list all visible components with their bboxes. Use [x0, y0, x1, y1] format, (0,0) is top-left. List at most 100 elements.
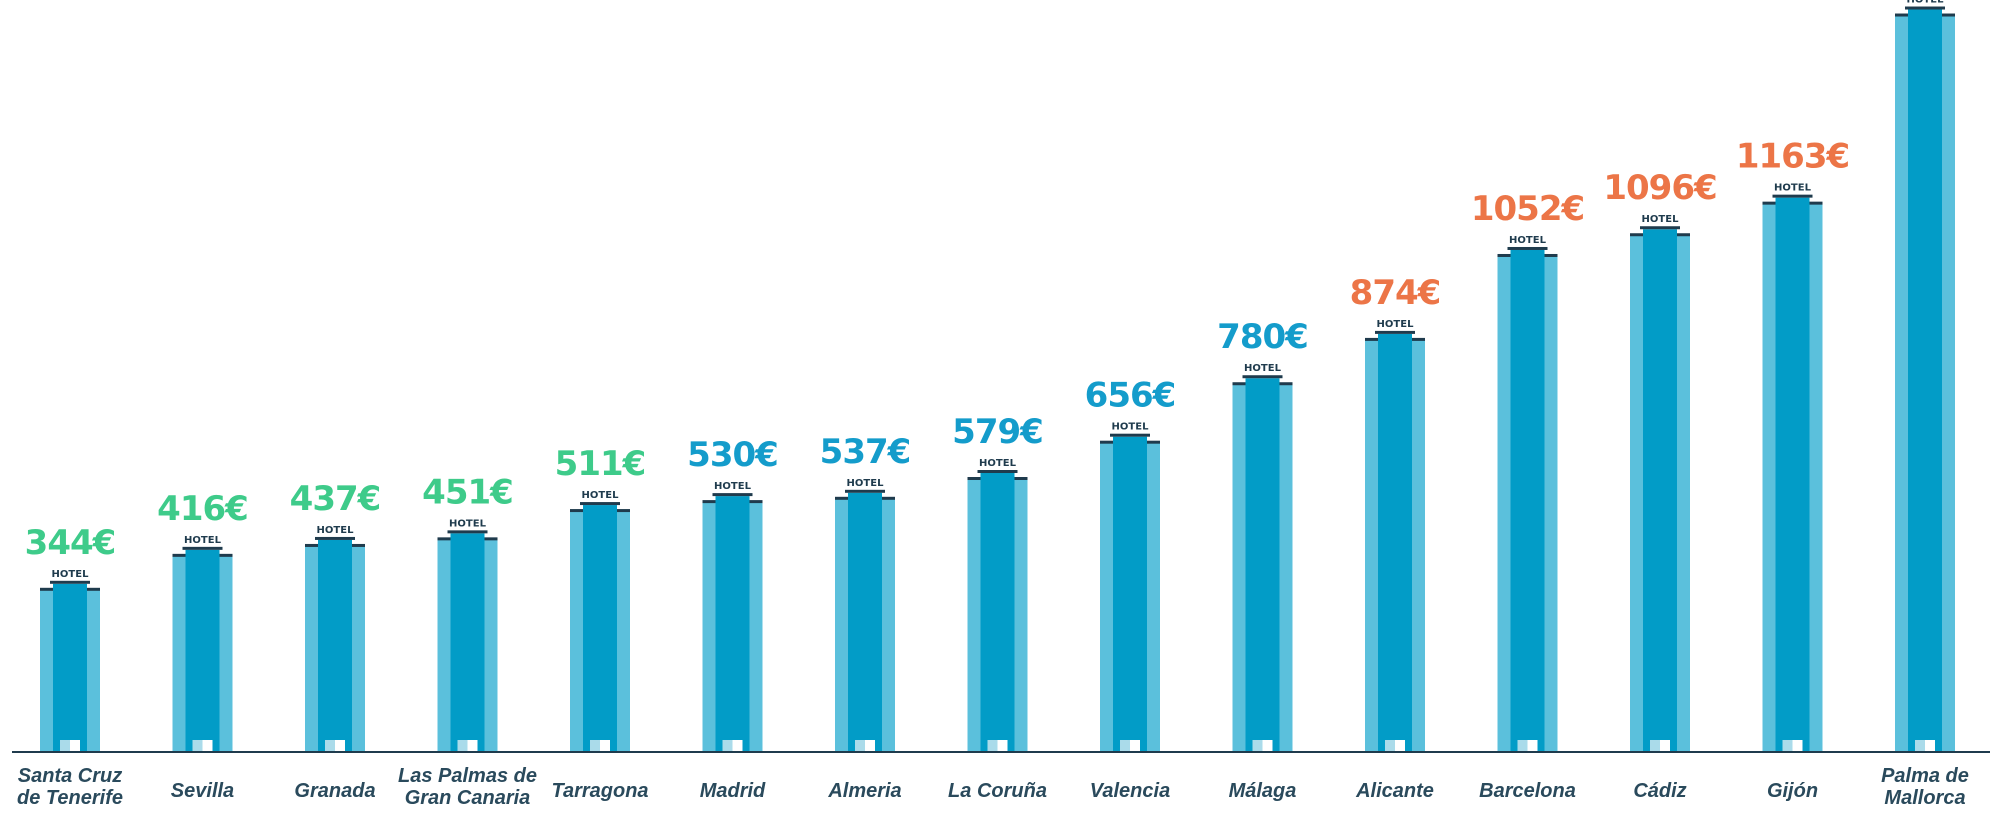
bar-window-right — [1925, 740, 1935, 752]
bar-1: HOTEL — [172, 535, 233, 752]
category-label: Sevilla — [171, 780, 234, 802]
bar-window-right — [1660, 740, 1670, 752]
category-label: Málaga — [1229, 780, 1297, 802]
bar-inner — [185, 549, 220, 752]
category-label: Cádiz — [1633, 780, 1686, 802]
bar-cap — [1242, 375, 1283, 379]
bar-cap — [1507, 246, 1548, 250]
bar-2: HOTEL — [305, 525, 365, 752]
bar-inner — [1908, 9, 1942, 752]
value-label: 1163€ — [1736, 137, 1849, 177]
category-label: Almeria — [827, 780, 901, 802]
hotel-tag: HOTEL — [1377, 319, 1415, 330]
bar-window-right — [865, 740, 875, 752]
hotel-tag: HOTEL — [1112, 422, 1150, 433]
bar-cap — [712, 493, 753, 497]
bar-cap — [182, 546, 223, 550]
bar-6: HOTEL — [835, 478, 895, 752]
bar-cap — [580, 502, 620, 506]
hotel-tag: HOTEL — [714, 481, 752, 492]
labels-group: 344€ Santa Cruz de Tenerife 416€ Sevilla 437€… — [17, 137, 1969, 809]
bar-cap — [315, 536, 355, 540]
bar-window-right — [70, 740, 80, 752]
bar-window-left — [722, 740, 733, 752]
bar-10: HOTEL — [1365, 319, 1425, 752]
category-label: Granada — [294, 780, 375, 802]
bar-window-left — [1252, 740, 1263, 752]
category-label: Las Palmas de Gran Canaria — [398, 765, 537, 809]
bar-cap — [977, 470, 1018, 474]
bar-cap — [1110, 433, 1150, 437]
bar-cap — [1375, 330, 1415, 334]
bar-window-left — [192, 740, 203, 752]
value-label: 537€ — [820, 432, 911, 472]
hotel-tag: HOTEL — [1642, 214, 1680, 225]
hotel-tag: HOTEL — [449, 518, 487, 529]
category-label: Alicante — [1355, 780, 1434, 802]
bar-cap — [1640, 226, 1680, 230]
bar-cap — [1772, 194, 1813, 198]
bar-cap — [50, 580, 90, 584]
bar-window-left — [325, 740, 335, 752]
hotel-tag: HOTEL — [184, 535, 222, 546]
bar-cap — [845, 489, 885, 493]
bar-13: HOTEL — [1762, 183, 1823, 752]
bar-3: HOTEL — [437, 518, 498, 752]
category-label: Santa Cruz de Tenerife — [17, 765, 123, 809]
bar-window-right — [467, 740, 478, 752]
bar-0: HOTEL — [40, 569, 100, 752]
bar-5: HOTEL — [702, 481, 763, 752]
bar-9: HOTEL — [1232, 363, 1293, 752]
bar-window-left — [1782, 740, 1793, 752]
bar-inner — [1775, 197, 1810, 752]
bar-inner — [450, 533, 485, 752]
bar-window-left — [1650, 740, 1660, 752]
bar-window-left — [1385, 740, 1395, 752]
bar-inner — [848, 492, 882, 752]
bar-window-left — [1120, 740, 1130, 752]
bar-inner — [980, 473, 1015, 752]
bar-12: HOTEL — [1630, 214, 1690, 753]
bar-8: HOTEL — [1100, 422, 1160, 752]
value-label: 579€ — [952, 412, 1043, 452]
bar-window-left — [1915, 740, 1925, 752]
category-label: Madrid — [700, 780, 766, 802]
bar-window-right — [1130, 740, 1140, 752]
bar-inner — [715, 496, 750, 752]
value-label: 874€ — [1350, 273, 1441, 313]
bar-window-left — [457, 740, 468, 752]
bar-window-left — [60, 740, 70, 752]
category-label: Barcelona — [1479, 780, 1576, 802]
bar-window-left — [987, 740, 998, 752]
bar-inner — [583, 505, 617, 752]
bar-inner — [1643, 229, 1677, 753]
category-label: Palma de Mallorca — [1881, 765, 1969, 809]
hotel-tag: HOTEL — [1774, 183, 1812, 194]
hotel-tag: HOTEL — [1907, 0, 1945, 6]
bar-window-left — [1517, 740, 1528, 752]
value-label: 511€ — [555, 444, 646, 484]
value-label: 1052€ — [1471, 189, 1584, 229]
hotel-tag: HOTEL — [979, 458, 1017, 469]
bar-7: HOTEL — [967, 458, 1028, 752]
bar-cap — [447, 530, 488, 534]
value-label: 451€ — [422, 472, 513, 512]
bar-inner — [318, 539, 352, 752]
bar-4: HOTEL — [570, 490, 630, 752]
value-label: 530€ — [687, 435, 778, 475]
bar-inner — [1245, 378, 1280, 752]
hotel-tag: HOTEL — [582, 490, 620, 501]
bar-window-right — [335, 740, 345, 752]
bar-11: HOTEL — [1497, 235, 1558, 752]
value-label: 344€ — [25, 523, 116, 563]
bar-inner — [1113, 436, 1147, 752]
hotel-tag: HOTEL — [847, 478, 885, 489]
category-label: Valencia — [1090, 780, 1170, 802]
hotel-tag: HOTEL — [1509, 235, 1547, 246]
bar-inner — [1378, 333, 1412, 752]
value-label: 1096€ — [1603, 168, 1716, 208]
bar-window-right — [1262, 740, 1273, 752]
bar-inner — [1510, 249, 1545, 752]
bar-window-left — [855, 740, 865, 752]
